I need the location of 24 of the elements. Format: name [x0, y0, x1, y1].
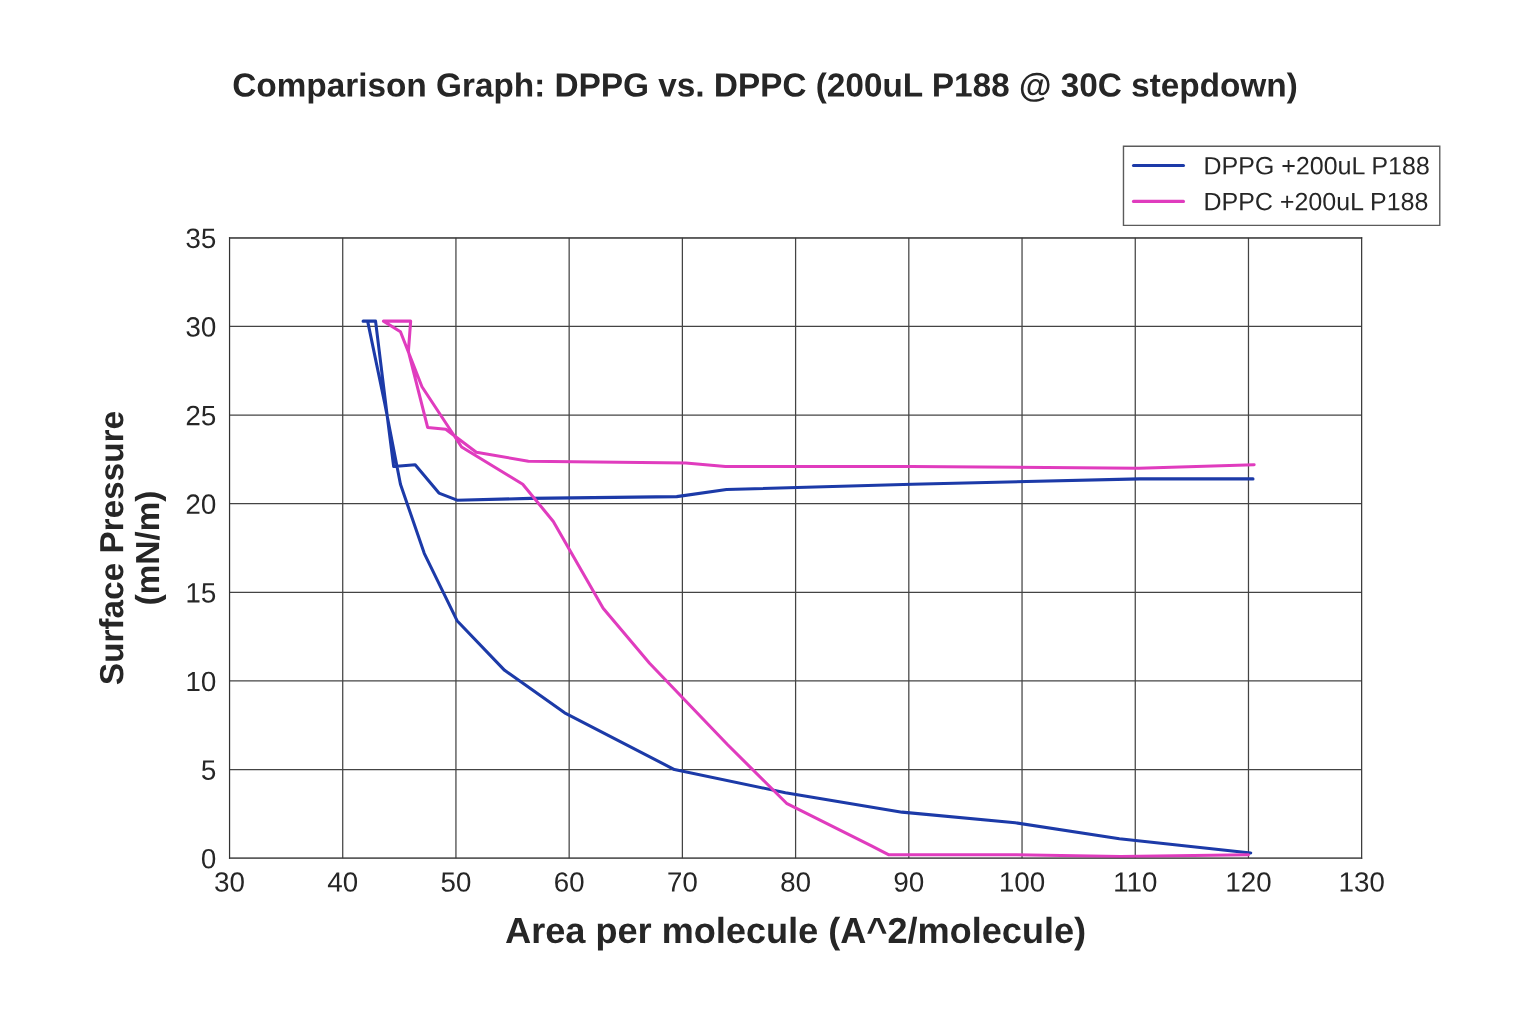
y-tick-label: 0 [201, 848, 216, 869]
x-tick-label: 70 [668, 872, 697, 892]
legend-label: DPPC +200uL P188 [1205, 192, 1428, 211]
x-tick-label: 110 [1115, 872, 1157, 892]
y-tick-label: 35 [186, 228, 216, 249]
y-tick-label: 10 [187, 671, 216, 692]
legend-label: DPPG +200uL P188 [1205, 156, 1429, 175]
y-tick-label: 5 [201, 760, 216, 780]
x-tick-label: 120 [1227, 872, 1271, 892]
y-tick-label: 25 [186, 405, 216, 426]
x-tick-label: 100 [1000, 872, 1045, 892]
x-tick-label: 90 [894, 872, 924, 892]
x-tick-label: 30 [215, 872, 244, 892]
x-tick-label: 40 [327, 872, 358, 892]
x-tick-label: 130 [1340, 872, 1384, 892]
chart-title: Comparison Graph: DPPG vs. DPPC (200uL P188 @ 30C stepdown) [233, 72, 1297, 104]
y-tick-label: 30 [186, 317, 216, 337]
x-tick-label: 60 [555, 872, 584, 892]
x-tick-label: 80 [781, 872, 810, 892]
y-axis-title: Surface Pressure (mN/m) [98, 412, 166, 685]
x-axis-title: Area per molecule (A^2/molecule) [506, 916, 1085, 951]
y-tick-label: 20 [186, 494, 216, 515]
y-tick-label: 15 [187, 583, 216, 603]
x-tick-label: 50 [441, 872, 471, 892]
